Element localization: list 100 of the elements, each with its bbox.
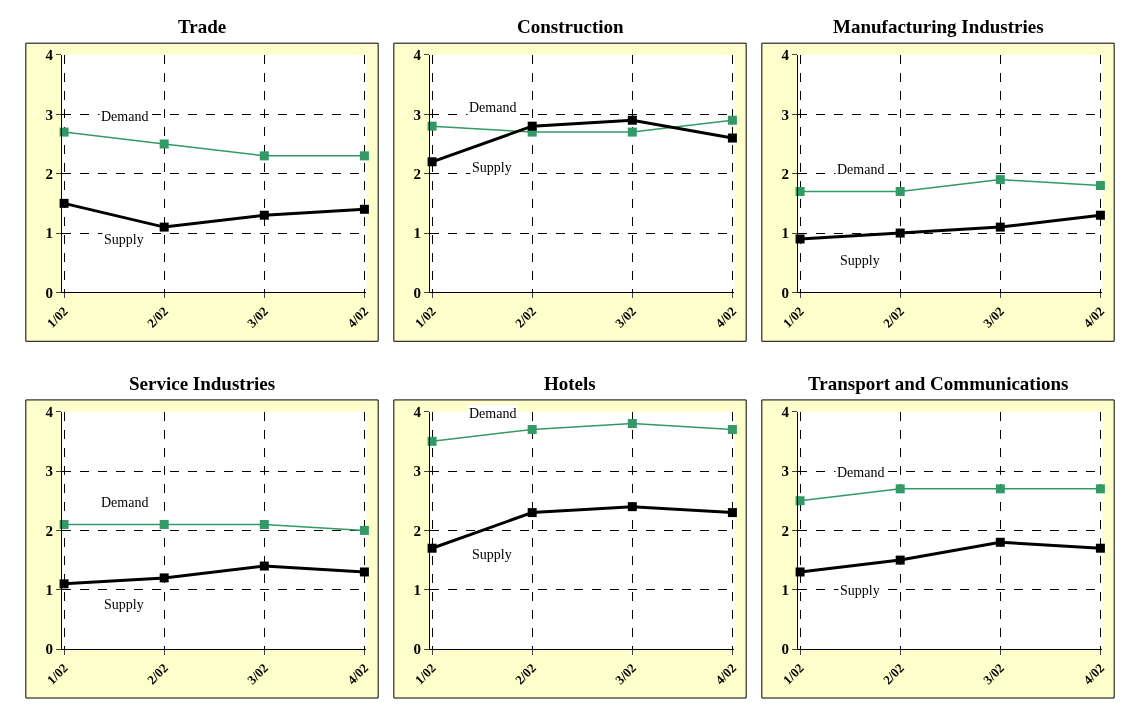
y-tick-label: 1 — [781, 225, 790, 242]
point — [1095, 210, 1105, 220]
x-tick-label: 2/02 — [143, 660, 171, 688]
point — [359, 151, 369, 161]
x-tick-label: 1/02 — [411, 660, 439, 688]
series-label: Supply — [840, 253, 880, 268]
x-tick-label: 4/02 — [344, 660, 372, 688]
chart-title: Transport and Communications — [808, 373, 1069, 394]
point — [1095, 543, 1105, 553]
y-tick-label: 3 — [45, 106, 54, 123]
point — [527, 121, 537, 131]
series-label: Supply — [104, 232, 144, 247]
y-tick-label: 0 — [413, 284, 422, 301]
x-tick-label: 2/02 — [511, 660, 539, 688]
point — [995, 537, 1005, 547]
y-tick-label: 3 — [781, 106, 790, 123]
point — [259, 210, 269, 220]
y-tick-label: 4 — [781, 403, 790, 420]
series-label: Supply — [840, 583, 880, 598]
y-tick-label: 2 — [413, 165, 422, 182]
x-tick-label: 3/02 — [980, 660, 1008, 688]
x-tick-label: 3/02 — [980, 303, 1008, 331]
x-tick-label: 3/02 — [612, 660, 640, 688]
y-tick-label: 2 — [45, 522, 54, 539]
point — [627, 419, 637, 429]
point — [995, 222, 1005, 232]
point — [1095, 484, 1105, 494]
series-label: Demand — [837, 162, 885, 177]
point — [995, 484, 1005, 494]
y-tick-label: 3 — [781, 463, 790, 480]
y-tick-label: 0 — [413, 641, 422, 658]
y-tick-label: 4 — [781, 47, 790, 64]
x-tick-label: 4/02 — [1080, 303, 1108, 331]
point — [627, 115, 637, 125]
point — [627, 502, 637, 512]
point — [727, 424, 737, 434]
point — [727, 115, 737, 125]
chart-title: Trade — [178, 16, 227, 37]
y-tick-label: 3 — [413, 106, 422, 123]
y-tick-label: 1 — [45, 225, 54, 242]
point — [359, 204, 369, 214]
series-label: Demand — [837, 465, 885, 480]
y-tick-label: 1 — [45, 582, 54, 599]
point — [259, 151, 269, 161]
point — [1095, 181, 1105, 191]
y-tick-label: 1 — [413, 582, 422, 599]
y-tick-label: 2 — [413, 522, 422, 539]
x-tick-label: 4/02 — [1080, 660, 1108, 688]
y-tick-label: 4 — [45, 403, 54, 420]
y-tick-label: 0 — [45, 641, 54, 658]
y-tick-label: 0 — [781, 641, 790, 658]
point — [159, 222, 169, 232]
point — [159, 139, 169, 149]
point — [727, 508, 737, 518]
point — [259, 561, 269, 571]
y-tick-label: 4 — [413, 47, 422, 64]
x-tick-label: 2/02 — [879, 303, 907, 331]
point — [895, 186, 905, 196]
x-tick-label: 1/02 — [779, 303, 807, 331]
x-tick-label: 4/02 — [344, 303, 372, 331]
y-tick-label: 3 — [45, 463, 54, 480]
x-tick-label: 1/02 — [779, 660, 807, 688]
y-tick-label: 1 — [413, 225, 422, 242]
y-tick-label: 1 — [781, 582, 790, 599]
x-tick-label: 3/02 — [244, 303, 272, 331]
series-label: Demand — [469, 406, 517, 421]
point — [159, 573, 169, 583]
y-tick-label: 3 — [413, 463, 422, 480]
series-label: Demand — [469, 100, 517, 115]
point — [359, 525, 369, 535]
y-tick-label: 4 — [413, 403, 422, 420]
series-label: Supply — [104, 597, 144, 612]
point — [895, 228, 905, 238]
x-tick-label: 4/02 — [712, 660, 740, 688]
point — [627, 127, 637, 137]
y-tick-label: 2 — [45, 165, 54, 182]
x-tick-label: 1/02 — [43, 303, 71, 331]
series-label: Demand — [101, 109, 149, 124]
x-tick-label: 1/02 — [43, 660, 71, 688]
series-label: Demand — [101, 495, 149, 510]
point — [727, 133, 737, 143]
x-tick-label: 2/02 — [143, 303, 171, 331]
y-tick-label: 0 — [781, 284, 790, 301]
x-tick-label: 3/02 — [612, 303, 640, 331]
chart-title: Service Industries — [129, 373, 276, 394]
point — [527, 508, 537, 518]
point — [259, 519, 269, 529]
point — [895, 484, 905, 494]
point — [995, 175, 1005, 185]
x-tick-label: 2/02 — [511, 303, 539, 331]
point — [895, 555, 905, 565]
x-tick-label: 4/02 — [712, 303, 740, 331]
point — [527, 424, 537, 434]
x-tick-label: 1/02 — [411, 303, 439, 331]
y-tick-label: 2 — [781, 522, 790, 539]
y-tick-label: 4 — [45, 47, 54, 64]
y-tick-label: 2 — [781, 165, 790, 182]
chart-title: Manufacturing Industries — [833, 16, 1044, 37]
point — [359, 567, 369, 577]
x-tick-label: 3/02 — [244, 660, 272, 688]
